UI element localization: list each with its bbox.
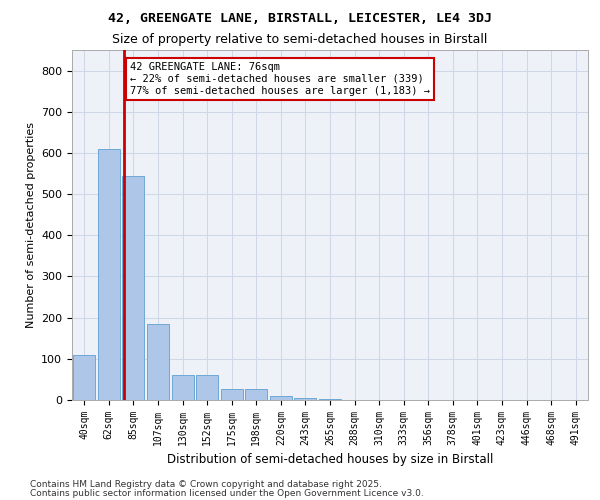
Bar <box>196 376 218 400</box>
Bar <box>245 389 268 400</box>
Bar <box>98 149 120 400</box>
Text: Contains HM Land Registry data © Crown copyright and database right 2025.: Contains HM Land Registry data © Crown c… <box>30 480 382 489</box>
Bar <box>295 398 316 400</box>
Bar <box>319 399 341 400</box>
Y-axis label: Number of semi-detached properties: Number of semi-detached properties <box>26 122 35 328</box>
Text: Size of property relative to semi-detached houses in Birstall: Size of property relative to semi-detach… <box>112 32 488 46</box>
Bar <box>270 396 292 400</box>
Text: 42 GREENGATE LANE: 76sqm
← 22% of semi-detached houses are smaller (339)
77% of : 42 GREENGATE LANE: 76sqm ← 22% of semi-d… <box>130 62 430 96</box>
Text: Contains public sector information licensed under the Open Government Licence v3: Contains public sector information licen… <box>30 489 424 498</box>
Bar <box>73 354 95 400</box>
Bar <box>172 376 194 400</box>
Text: 42, GREENGATE LANE, BIRSTALL, LEICESTER, LE4 3DJ: 42, GREENGATE LANE, BIRSTALL, LEICESTER,… <box>108 12 492 26</box>
Bar <box>221 389 243 400</box>
Bar <box>122 176 145 400</box>
Bar <box>147 324 169 400</box>
X-axis label: Distribution of semi-detached houses by size in Birstall: Distribution of semi-detached houses by … <box>167 454 493 466</box>
